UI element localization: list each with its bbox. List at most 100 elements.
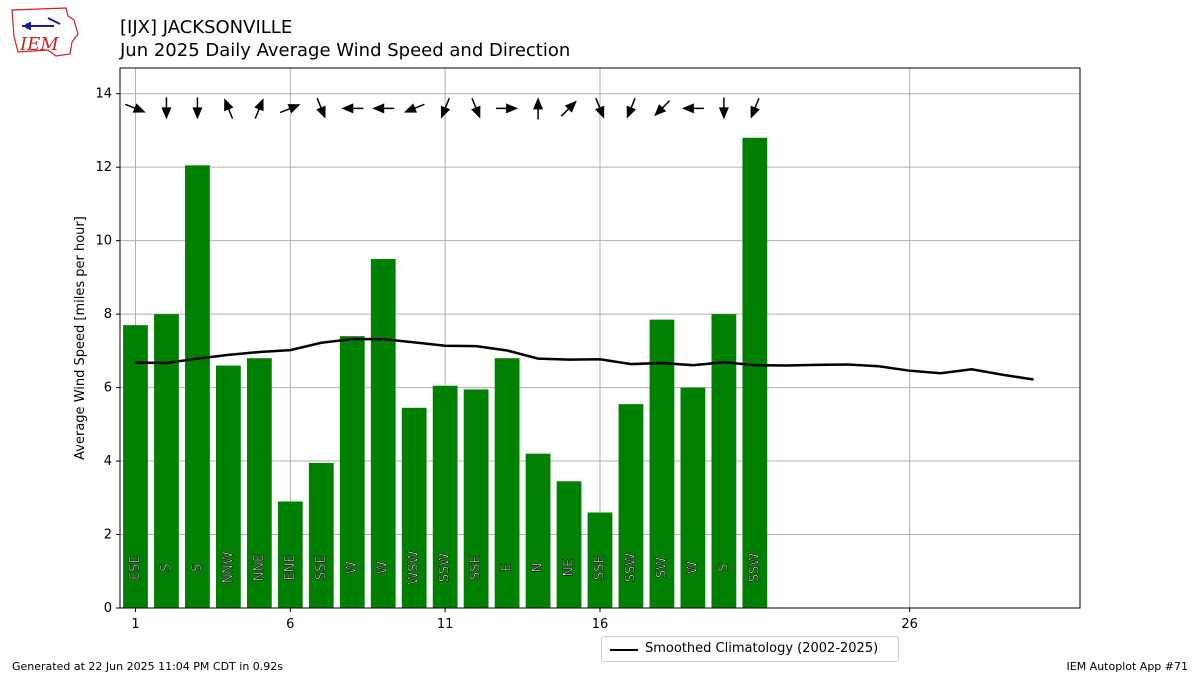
wind-arrow-head	[192, 107, 203, 120]
legend-label: Smoothed Climatology (2002-2025)	[645, 641, 879, 656]
climatology-line-group	[135, 337, 1034, 381]
direction-label: NNE	[252, 554, 267, 582]
wind-arrow	[750, 97, 760, 119]
direction-label: NE	[562, 559, 577, 577]
direction-label: S	[716, 563, 731, 571]
wind-arrow	[594, 97, 605, 119]
y-axis-label: Average Wind Speed [miles per hour]	[73, 216, 88, 460]
legend: Smoothed Climatology (2002-2025)	[601, 636, 899, 662]
wind-speed-bar	[680, 387, 706, 608]
wind-arrows-group	[125, 97, 760, 120]
wind-speed-bar	[463, 389, 489, 608]
wind-speed-bar	[742, 137, 768, 609]
wind-arrow-head	[564, 100, 577, 113]
wind-speed-bar	[123, 325, 148, 608]
wind-arrow-head	[341, 103, 354, 114]
direction-label: S	[159, 563, 174, 571]
wind-arrow-head	[287, 104, 301, 114]
direction-label: ENE	[283, 555, 298, 581]
climatology-line	[135, 337, 1034, 381]
wind-arrow-head	[161, 107, 172, 120]
direction-label: SSE	[314, 555, 329, 580]
direction-label: SW	[654, 557, 669, 578]
wind-arrow	[440, 97, 451, 119]
x-tick-label: 1	[131, 617, 139, 632]
wind-arrow-head	[254, 98, 264, 112]
wind-arrow-head	[372, 103, 385, 114]
wind-arrow-head	[718, 107, 729, 120]
wind-arrow	[125, 103, 146, 113]
wind-arrow-head	[224, 98, 234, 112]
wind-speed-bar	[308, 462, 334, 608]
wind-arrow-head	[316, 105, 326, 119]
y-tick-label: 2	[104, 528, 112, 543]
direction-label: SSW	[623, 553, 638, 583]
y-tick-label: 0	[104, 601, 112, 616]
wind-arrow	[718, 97, 729, 120]
bars-group	[123, 137, 768, 609]
direction-label: W	[345, 561, 360, 574]
wind-arrow-head	[440, 105, 451, 119]
logo-text: IEM	[19, 34, 59, 55]
wind-speed-bar	[370, 259, 396, 608]
y-tick-label: 8	[104, 307, 112, 322]
y-tick-label: 14	[95, 87, 112, 102]
wind-speed-bar	[432, 385, 458, 608]
direction-label: SSW	[747, 553, 762, 583]
wind-arrow-head	[471, 105, 481, 119]
y-tick-label: 12	[95, 160, 112, 175]
y-axis-ticks: 0 2 4 6 8 10 12 14	[95, 87, 120, 616]
wind-arrow-head	[750, 105, 760, 119]
wind-arrow	[496, 103, 519, 114]
wind-arrow	[341, 103, 364, 114]
wind-arrow	[224, 98, 234, 119]
wind-arrow-head	[506, 103, 519, 114]
wind-arrow	[533, 97, 544, 120]
chart-title-description: Jun 2025 Daily Average Wind Speed and Di…	[120, 40, 571, 61]
direction-label: NNW	[221, 551, 236, 583]
wind-arrow	[279, 104, 301, 114]
wind-arrow	[681, 103, 704, 114]
direction-label: S	[190, 563, 205, 571]
y-tick-label: 10	[95, 234, 112, 249]
direction-label: W	[376, 561, 391, 574]
wind-arrow-head	[132, 103, 146, 113]
chart-title-station: [IJX] JACKSONVILLE	[120, 17, 293, 38]
direction-label: W	[685, 561, 700, 574]
direction-label: SSE	[469, 555, 484, 580]
y-tick-label: 4	[104, 454, 112, 469]
direction-label: ESE	[128, 555, 143, 580]
x-axis-ticks: 1 6 11 16 26	[131, 608, 918, 632]
direction-label: SSW	[438, 553, 453, 583]
wind-speed-bar	[556, 481, 582, 608]
legend-line-swatch	[610, 649, 638, 651]
wind-speed-bar	[185, 165, 210, 609]
wind-arrow	[316, 97, 326, 119]
wind-speed-bar	[525, 453, 551, 608]
y-tick-label: 6	[104, 381, 112, 396]
wind-arrow	[403, 103, 425, 113]
footer-app: IEM Autoplot App #71	[1066, 660, 1189, 673]
wind-arrow	[161, 97, 172, 120]
direction-label: N	[531, 563, 546, 573]
x-tick-label: 11	[437, 617, 454, 632]
wind-arrow-head	[681, 103, 694, 114]
x-tick-label: 26	[901, 617, 918, 632]
x-tick-label: 16	[592, 617, 609, 632]
x-tick-label: 6	[286, 617, 294, 632]
direction-label: E	[500, 563, 515, 571]
wind-arrow-head	[594, 105, 605, 119]
direction-label: WSW	[407, 550, 422, 584]
wind-speed-bar	[246, 358, 272, 608]
wind-speed-bar	[401, 407, 427, 608]
wind-arrow-head	[626, 105, 636, 119]
wind-speed-bar	[216, 365, 241, 608]
wind-arrow	[192, 97, 203, 120]
wind-arrow	[654, 100, 671, 117]
wind-arrow-head	[403, 103, 417, 113]
wind-arrow	[471, 97, 481, 119]
wind-speed-bar	[339, 336, 365, 608]
wind-arrow	[626, 97, 636, 119]
footer-generated: Generated at 22 Jun 2025 11:04 PM CDT in…	[12, 660, 284, 673]
